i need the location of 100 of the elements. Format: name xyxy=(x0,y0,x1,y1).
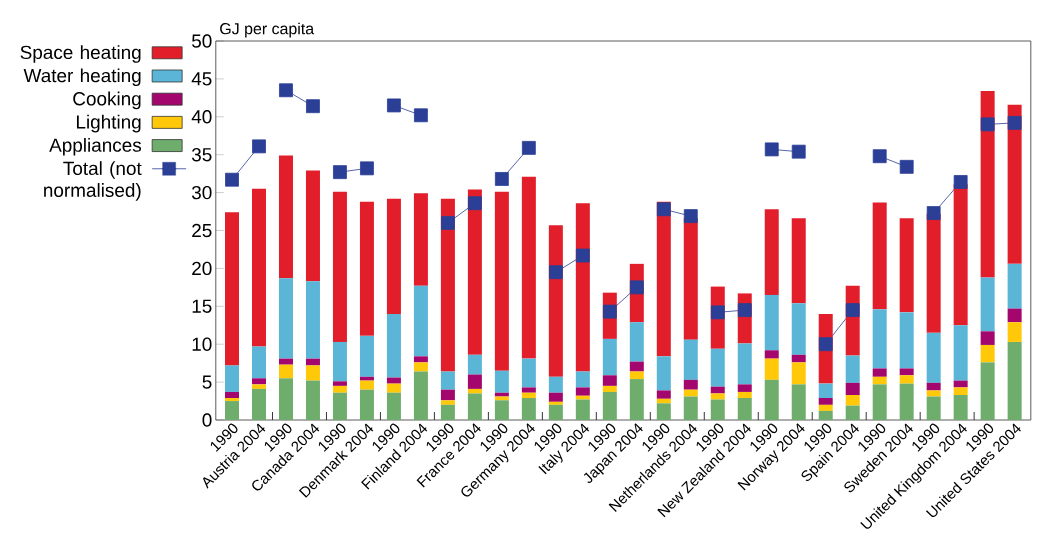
bar xyxy=(683,379,698,390)
bar xyxy=(225,401,239,420)
bar xyxy=(764,209,779,295)
point xyxy=(575,248,590,263)
bar xyxy=(764,358,779,380)
bar xyxy=(656,403,671,420)
point xyxy=(737,303,752,317)
bar xyxy=(737,398,752,420)
bar xyxy=(548,392,563,402)
point xyxy=(467,196,482,211)
bar xyxy=(548,401,563,405)
bar xyxy=(413,356,428,363)
bar xyxy=(575,387,590,396)
y-tick-label: 0 xyxy=(202,413,212,427)
bar xyxy=(494,370,509,393)
bar xyxy=(980,277,995,332)
bar xyxy=(305,365,320,381)
bar xyxy=(575,203,590,372)
bar xyxy=(413,285,428,357)
bar xyxy=(818,404,833,411)
bar xyxy=(1007,322,1022,342)
bar xyxy=(467,374,482,389)
bar xyxy=(251,378,266,385)
point xyxy=(818,337,833,352)
bar xyxy=(386,392,401,420)
bar xyxy=(899,375,914,384)
bar xyxy=(737,384,752,392)
bar xyxy=(656,356,671,391)
bar xyxy=(872,202,887,310)
bar xyxy=(467,189,482,355)
bar xyxy=(278,278,293,359)
bar xyxy=(791,362,806,385)
bar xyxy=(980,331,995,345)
bar xyxy=(386,377,401,384)
point xyxy=(629,280,644,295)
bar xyxy=(251,388,266,420)
bar xyxy=(710,348,725,387)
bar xyxy=(953,394,968,420)
bar xyxy=(872,309,887,369)
bar xyxy=(602,338,617,376)
bar xyxy=(332,385,347,393)
bar xyxy=(629,379,644,420)
bar xyxy=(225,365,239,392)
bar xyxy=(305,281,320,359)
legend-label: Total (not normalised) xyxy=(44,161,142,201)
bar xyxy=(980,362,995,420)
bar xyxy=(1007,308,1022,323)
bar xyxy=(737,343,752,385)
bar xyxy=(845,394,860,406)
bar xyxy=(602,385,617,392)
bar xyxy=(278,358,293,365)
bar xyxy=(818,410,833,420)
bar xyxy=(386,313,401,378)
point xyxy=(899,159,914,174)
y-tick-label: 45 xyxy=(191,72,212,86)
bar xyxy=(521,392,536,399)
bar xyxy=(494,400,509,420)
bar xyxy=(467,393,482,420)
bar xyxy=(710,399,725,420)
bar xyxy=(278,378,293,420)
y-tick-label: 20 xyxy=(192,261,212,276)
bar xyxy=(575,395,590,400)
legend-label: Cooking xyxy=(73,91,141,110)
legend-label: Water heating xyxy=(23,68,141,87)
bar xyxy=(953,325,968,381)
bar xyxy=(791,354,806,363)
bar xyxy=(278,155,293,279)
y-tick-label: 5 xyxy=(202,375,212,389)
bar xyxy=(791,218,806,304)
bar xyxy=(494,191,509,371)
bar xyxy=(332,191,347,342)
point xyxy=(441,216,455,230)
bar xyxy=(710,393,725,400)
point xyxy=(845,303,860,317)
bar xyxy=(953,387,968,395)
bar xyxy=(332,341,347,382)
bar xyxy=(521,398,536,420)
bar xyxy=(305,170,320,282)
bar xyxy=(899,312,914,369)
point xyxy=(521,140,536,155)
bar xyxy=(872,384,887,420)
bar xyxy=(872,368,887,377)
bar xyxy=(764,294,779,351)
y-tick-label: 30 xyxy=(191,185,212,200)
bar xyxy=(359,376,374,381)
bar xyxy=(980,344,995,363)
point xyxy=(494,172,509,186)
bar xyxy=(818,398,833,405)
bar xyxy=(521,176,536,359)
point xyxy=(656,202,671,217)
bar xyxy=(440,371,455,390)
bar xyxy=(440,400,455,405)
bar xyxy=(225,398,239,402)
bar xyxy=(656,390,671,399)
bar xyxy=(1007,341,1022,420)
bar xyxy=(980,91,995,278)
point xyxy=(683,209,698,223)
bar xyxy=(683,396,698,420)
point xyxy=(1007,115,1022,130)
point xyxy=(414,108,428,123)
